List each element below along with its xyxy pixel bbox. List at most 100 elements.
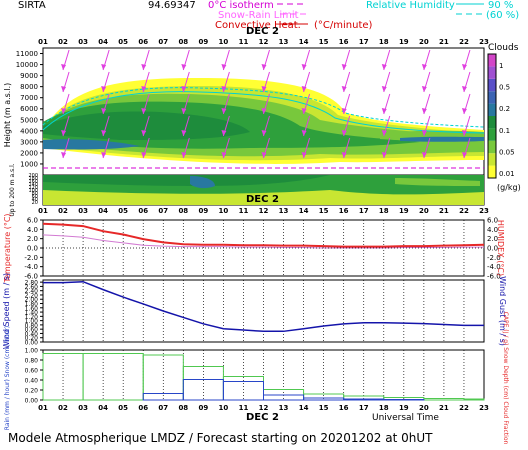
y-tick-label: 0.80	[25, 358, 39, 365]
y-tick-label: 9000	[20, 72, 38, 80]
y-tick-label: 180	[28, 176, 38, 182]
legend-rh-90: 90 %	[488, 0, 513, 11]
wind-arrowhead	[421, 108, 427, 114]
precip-panel: 0.000.200.400.600.801.00 Rain (mm / hour…	[4, 312, 509, 445]
top-hour-axis: 01 02 03 04 05 06 07 08 09 10 11 12 13 14 15 16 17 18 19 20…	[38, 38, 489, 46]
wind-arrowhead	[301, 152, 307, 158]
y-tick-label: 0.0	[27, 245, 38, 253]
y-tick-label: 120	[28, 185, 38, 191]
wind-arrowhead	[381, 108, 387, 114]
wind-arrowhead	[341, 86, 347, 92]
wind-arrowhead	[61, 108, 67, 114]
hour-label: 14	[299, 207, 309, 215]
wind-arrowhead	[221, 86, 227, 92]
hour-label: 14	[299, 38, 309, 46]
wind-arrowhead	[301, 130, 307, 136]
hour-label: 22	[459, 38, 469, 46]
low-field	[43, 175, 484, 205]
wind-arrowhead	[421, 64, 427, 70]
y-tick-label: 10000	[16, 61, 38, 69]
date-label-bottom: DEC 2	[246, 412, 279, 423]
hour-label: 01	[38, 38, 48, 46]
wind-arrowhead	[421, 86, 427, 92]
y-tick-label: 160	[28, 179, 38, 185]
precip-ylabel: Rain (mm / hour) Snow (cm / hour)	[4, 326, 11, 430]
cloud-band-blue	[43, 139, 140, 150]
wind-arrowhead	[341, 130, 347, 136]
y-tick-label: 1.80	[25, 301, 39, 308]
y-tick-label: 4000	[20, 127, 38, 135]
wind-arrowhead	[421, 130, 427, 136]
y-tick-label: 100	[28, 188, 38, 194]
wind-arrowhead	[181, 86, 187, 92]
wind-arrowhead	[61, 130, 67, 136]
cloud-ylabel: Height (m a.s.l.)	[3, 83, 12, 148]
wind-arrowhead	[261, 130, 267, 136]
wind-arrowhead	[221, 64, 227, 70]
snow-bar	[383, 399, 425, 401]
wind-y2label: Wind Gust (m / s)	[498, 276, 507, 346]
mid-hour-axis: 01 02 03 04 05 06 07 08 09 10 11 12 13 14 15 16 17 18 19 20…	[38, 207, 489, 215]
hour-label: 23	[479, 207, 489, 215]
hour-label: 20	[419, 207, 429, 215]
legend-rh: Relative Humidity	[366, 0, 455, 11]
hour-label: 13	[279, 38, 289, 46]
y2-tick-label: 6.0	[487, 217, 498, 225]
y-tick-label: 80	[32, 191, 38, 197]
hour-label: 11	[239, 38, 249, 46]
hour-label: 05	[118, 404, 128, 412]
wind-arrowhead	[181, 108, 187, 114]
wind-arrowhead	[261, 64, 267, 70]
colorbar-tick-label: 1	[499, 62, 503, 70]
hour-label: 06	[138, 404, 148, 412]
y2-tick-label: 0.0	[487, 245, 498, 253]
legend-swatches	[277, 3, 484, 25]
wind-arrowhead	[101, 152, 107, 158]
colorbar-units: (g/kg)	[497, 183, 521, 192]
y-tick-label: 5000	[20, 116, 38, 124]
wind-arrowhead	[261, 86, 267, 92]
wind-arrowhead	[381, 64, 387, 70]
cloud-colorbar: Clouds 1 0.5 0.2 0.1 0.05 0.01 (g/kg)	[487, 43, 521, 192]
y-tick-label: 1.00	[25, 348, 39, 355]
wind-arrowhead	[381, 152, 387, 158]
hour-label: 12	[259, 404, 269, 412]
wind-arrowhead	[381, 130, 387, 136]
colorbar-tick-label: 0.1	[499, 127, 510, 135]
station-name: SIRTA	[18, 0, 46, 11]
hour-label: 16	[339, 207, 349, 215]
hour-label: 03	[78, 38, 88, 46]
wind-arrowhead	[461, 130, 467, 136]
wind-arrowhead	[61, 64, 67, 70]
hour-label: 17	[359, 207, 369, 215]
legend-convective-units: (°C/minute)	[314, 20, 373, 31]
y-tick-label: 2.00	[25, 297, 39, 304]
hour-label: 08	[178, 38, 188, 46]
cloud-panel: Height (m a.s.l.) 1000 2000 3000 4000 5000 60…	[3, 47, 485, 176]
bottom-hour-axis: 01 02 03 04 05 06 07 08 09 10 11 12 13 14 15 16 17 18 19 20…	[38, 404, 489, 412]
y-tick-label: 1.00	[25, 318, 39, 325]
hour-label: 09	[198, 404, 208, 412]
hour-label: 18	[379, 38, 389, 46]
wind-arrowhead	[261, 152, 267, 158]
low-ylabel: Up to 200 m a.s.l.	[9, 163, 16, 216]
y-tick-label: 6.0	[27, 217, 38, 225]
wind-arrowhead	[181, 64, 187, 70]
wind-arrowhead	[141, 152, 147, 158]
hour-label: 13	[279, 207, 289, 215]
colorbar-frame	[487, 53, 497, 179]
y-tick-label: 2.60	[25, 284, 39, 291]
hour-label: 20	[419, 404, 429, 412]
wind-arrowhead	[461, 108, 467, 114]
low-level-panel: Up to 200 m a.s.l. 204060801001201401601…	[9, 163, 485, 217]
y2-tick-label: -6.0	[487, 273, 501, 281]
humidex-line	[42, 234, 484, 249]
precip-y-axis: 0.00 0.20 0.40 0.60 0.80 1.00	[25, 348, 43, 405]
y-tick-label: 40	[32, 197, 38, 203]
hour-label: 06	[138, 207, 148, 215]
hour-label: 07	[158, 38, 168, 46]
y-tick-label: 0.40	[25, 378, 39, 385]
wind-arrowhead	[61, 152, 67, 158]
temperature-line	[42, 222, 485, 248]
hour-label: 23	[479, 404, 489, 412]
